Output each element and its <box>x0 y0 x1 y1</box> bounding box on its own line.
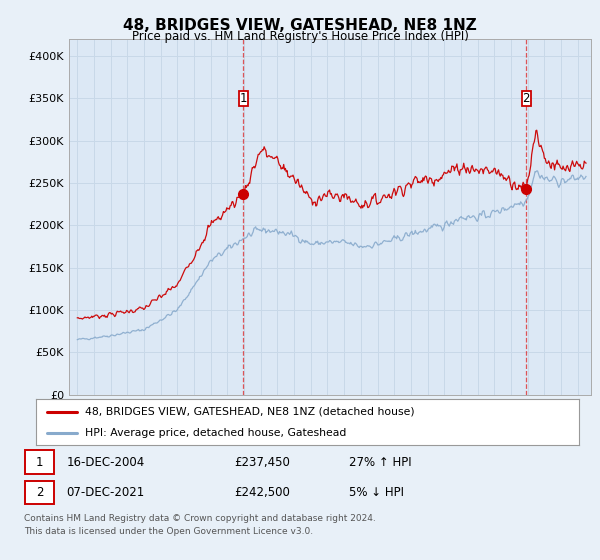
Text: 2: 2 <box>36 486 43 499</box>
Text: £242,500: £242,500 <box>235 486 290 499</box>
Bar <box>239 91 248 106</box>
Text: 2: 2 <box>523 92 530 105</box>
Text: 5% ↓ HPI: 5% ↓ HPI <box>349 486 404 499</box>
Text: Contains HM Land Registry data © Crown copyright and database right 2024.
This d: Contains HM Land Registry data © Crown c… <box>24 514 376 535</box>
Text: HPI: Average price, detached house, Gateshead: HPI: Average price, detached house, Gate… <box>85 428 346 438</box>
Text: £237,450: £237,450 <box>235 456 290 469</box>
Bar <box>25 481 55 505</box>
Bar <box>522 91 531 106</box>
Text: 48, BRIDGES VIEW, GATESHEAD, NE8 1NZ: 48, BRIDGES VIEW, GATESHEAD, NE8 1NZ <box>123 18 477 33</box>
Text: Price paid vs. HM Land Registry's House Price Index (HPI): Price paid vs. HM Land Registry's House … <box>131 30 469 43</box>
Text: 1: 1 <box>239 92 247 105</box>
Bar <box>25 450 55 474</box>
Text: 48, BRIDGES VIEW, GATESHEAD, NE8 1NZ (detached house): 48, BRIDGES VIEW, GATESHEAD, NE8 1NZ (de… <box>85 407 415 417</box>
Text: 1: 1 <box>36 456 43 469</box>
Text: 07-DEC-2021: 07-DEC-2021 <box>67 486 145 499</box>
Text: 27% ↑ HPI: 27% ↑ HPI <box>349 456 411 469</box>
Text: 16-DEC-2004: 16-DEC-2004 <box>67 456 145 469</box>
